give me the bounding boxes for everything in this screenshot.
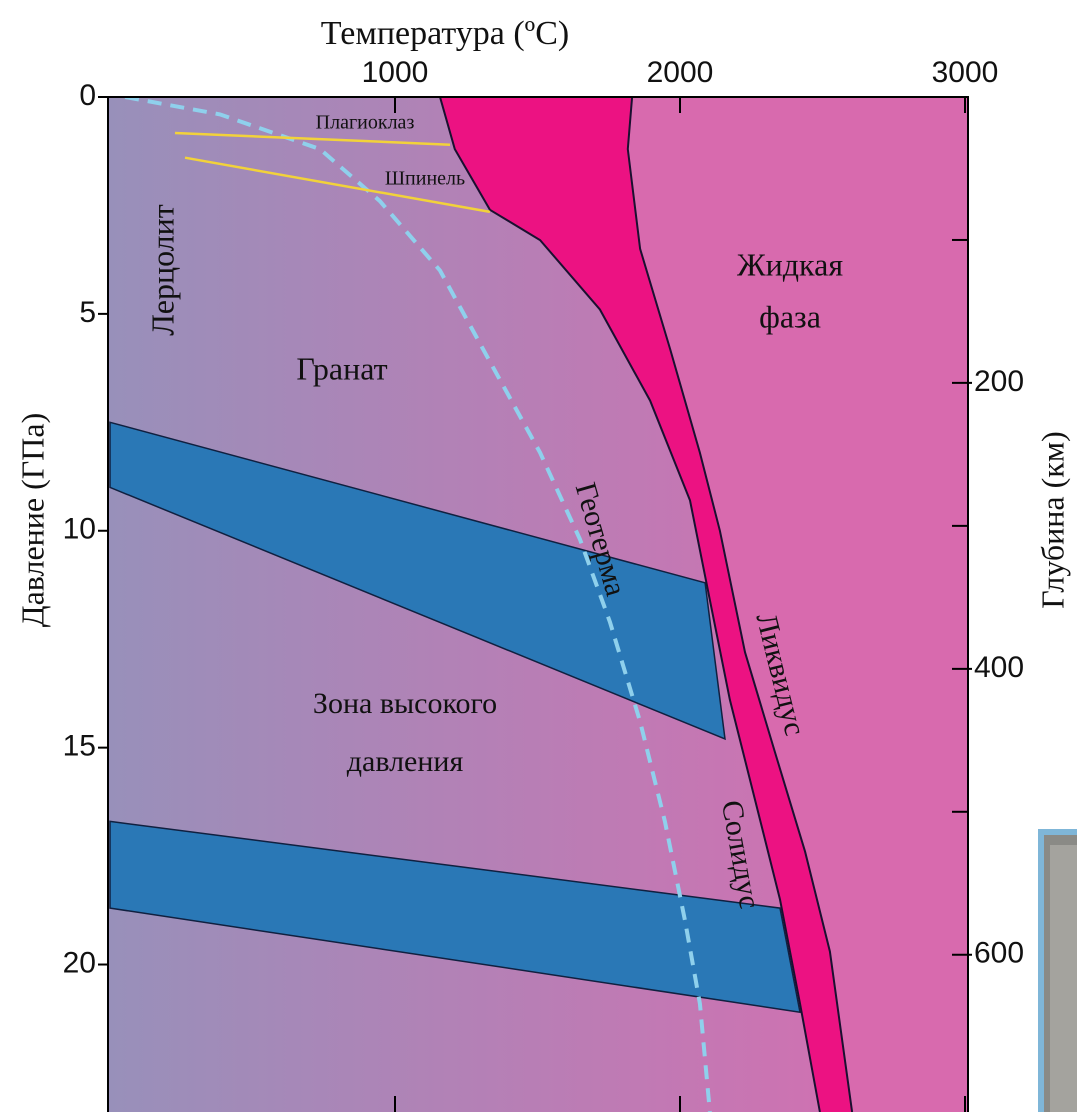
liquid-field [627, 97, 968, 1112]
plot-frame [107, 96, 969, 1112]
y-tick-label: 10 [63, 513, 96, 546]
x-tick-label: 3000 [932, 56, 999, 89]
pressure-band [109, 421, 726, 741]
region-label: Гранат [296, 350, 387, 386]
region-label: давления [347, 745, 464, 778]
region-label: Жидкая [737, 246, 843, 282]
curve-label: Шпинель [385, 168, 465, 190]
region-label: фаза [759, 298, 821, 334]
plot-area [108, 97, 968, 1112]
y2-axis-label: Глубина (км) [1034, 431, 1070, 608]
curve-label: Плагиоклаз [316, 112, 415, 134]
y2-tick-label: 400 [974, 651, 1024, 684]
curve [184, 156, 491, 214]
y-tick-label: 0 [79, 79, 96, 112]
curve [439, 97, 821, 1112]
region-label: Зона высокого [313, 687, 497, 720]
x-tick-label: 1000 [362, 56, 429, 89]
x-tick-label: 2000 [647, 56, 714, 89]
y-tick-label: 15 [63, 730, 96, 763]
curve [174, 131, 451, 146]
curve [626, 97, 854, 1112]
y-axis-label: Давление (ГПа) [14, 413, 50, 627]
melt-field [440, 97, 853, 1112]
y2-tick-label: 200 [974, 365, 1024, 398]
region-label: Лерцолит [144, 204, 180, 335]
y2-tick-label: 600 [974, 937, 1024, 970]
photo-fragment [1038, 829, 1077, 1112]
curve [124, 97, 712, 1112]
chart-title: Температура (ºC) [321, 15, 569, 52]
y-tick-label: 5 [79, 296, 96, 329]
y-tick-label: 20 [63, 946, 96, 979]
pressure-band [109, 820, 801, 1014]
